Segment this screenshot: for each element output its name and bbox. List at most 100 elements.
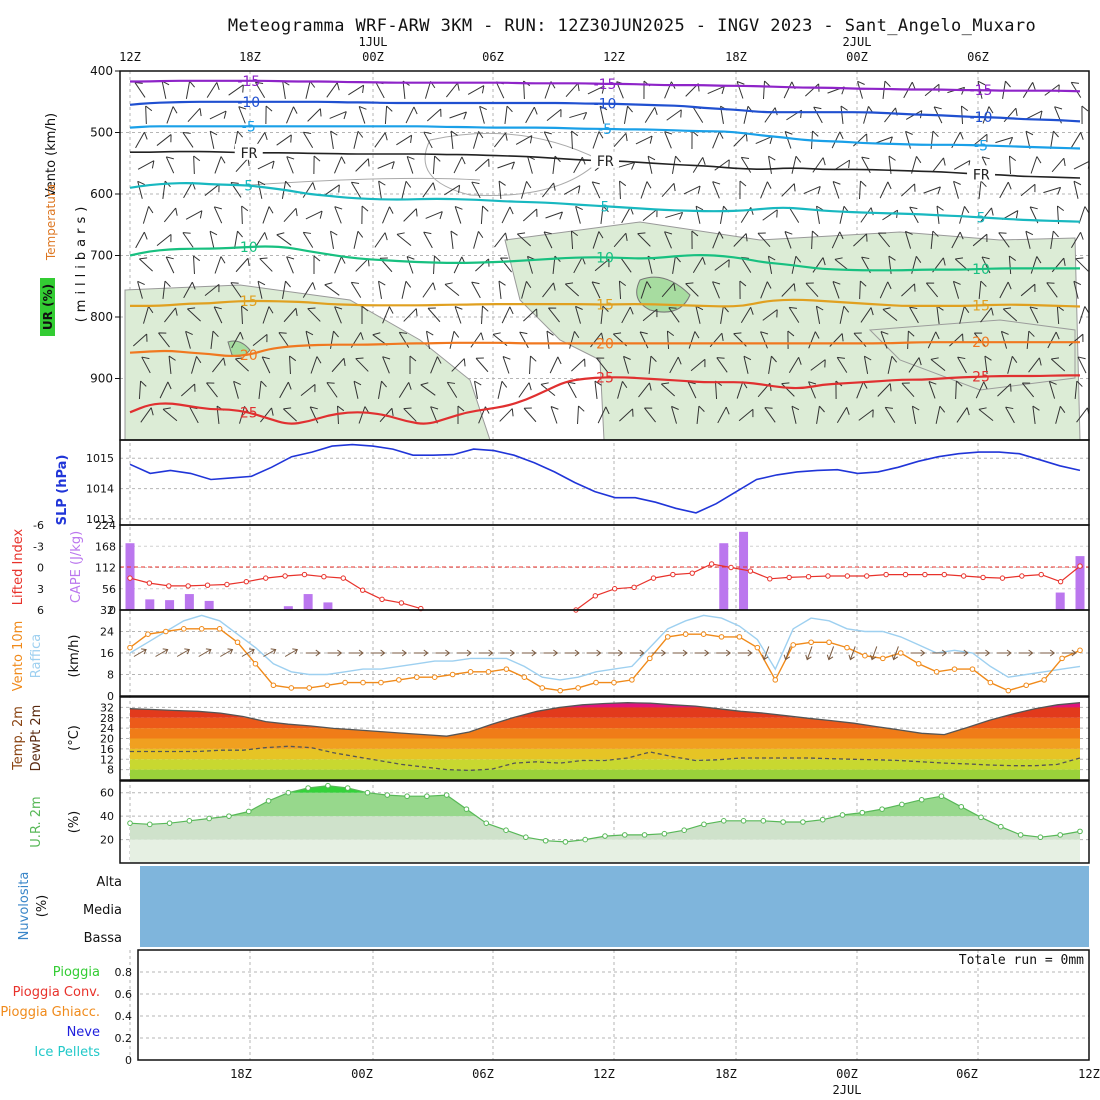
wind-barb — [564, 282, 580, 297]
wind-barb — [523, 308, 538, 322]
wind-barb — [740, 156, 752, 173]
precip-tick-label: 0.2 — [115, 1032, 133, 1045]
rh-tick-label: 20 — [100, 834, 114, 847]
wind-barb — [978, 280, 987, 300]
wind-barb — [982, 106, 994, 124]
wind-barb — [998, 232, 1010, 248]
wind-barb — [138, 380, 147, 400]
wind-barb — [803, 185, 821, 195]
wind-barb — [880, 331, 889, 349]
wind-barb — [231, 331, 244, 349]
wind-arrow — [737, 649, 753, 657]
cape-bar — [303, 594, 313, 610]
upper-rh-label: UR (%) — [41, 284, 55, 330]
wind-point — [897, 650, 904, 656]
wind-barb — [736, 81, 745, 99]
wind-barb — [972, 133, 988, 147]
wind-barb — [185, 330, 193, 349]
wind-barb — [187, 107, 202, 123]
wind-arrow — [1018, 649, 1034, 657]
isotherm-label: -10 — [970, 110, 993, 126]
wind-barb — [981, 256, 991, 274]
wind-barb — [494, 232, 508, 248]
wind-barb — [260, 407, 274, 423]
wind-point — [826, 639, 832, 646]
wind-arrow — [284, 648, 298, 657]
wind-barb — [377, 161, 395, 170]
wind-barb — [887, 355, 898, 374]
wind-barb — [594, 258, 610, 272]
wind-arrow — [327, 649, 343, 657]
wind-barb — [757, 232, 771, 248]
wind-barb — [523, 407, 537, 423]
wind-barb — [569, 331, 580, 349]
wind-point — [772, 677, 779, 683]
wind-barb — [467, 85, 485, 95]
wind-barb — [668, 307, 680, 323]
wind-barb — [261, 356, 271, 374]
temp-band — [130, 728, 1080, 739]
wind-barb — [233, 380, 241, 399]
wind-barb — [930, 130, 939, 150]
wind-barb — [430, 406, 439, 424]
wind-barb — [444, 184, 461, 196]
wind-barb — [162, 407, 178, 422]
wind-barb — [791, 155, 802, 174]
wind-barb — [283, 407, 297, 422]
wind-tick-label: 0 — [107, 690, 114, 703]
pressure-tick-label: 600 — [90, 187, 113, 201]
rh-point — [938, 793, 945, 800]
wind-barb — [355, 357, 369, 372]
wind-barb — [709, 332, 724, 348]
wind-barb — [984, 355, 992, 374]
wind-arrow — [241, 648, 255, 657]
isotherm-label-bg — [967, 165, 996, 182]
wind-barb — [569, 111, 588, 120]
wind-point — [521, 674, 528, 680]
dewpoint-line — [130, 745, 1081, 772]
wind-barb — [815, 305, 824, 324]
time-tick-top: 06Z — [967, 50, 989, 64]
wind-barb — [707, 85, 725, 95]
rh-point — [602, 833, 608, 839]
rh-point — [998, 823, 1004, 830]
rh-point — [1037, 834, 1044, 841]
wind-barb — [337, 405, 345, 425]
cloud-units-label: (%) — [35, 895, 50, 918]
wind-barb — [353, 380, 362, 399]
wind-barb — [592, 231, 604, 249]
wind-units-label: (km/h) — [67, 635, 82, 678]
li-point — [185, 583, 191, 589]
wind-barb — [259, 257, 273, 272]
cape-bar — [323, 602, 333, 610]
precip-total: Totale run = 0mm — [959, 953, 1084, 968]
isotherm-label: FR — [973, 167, 990, 183]
li-tick-label: 0 — [37, 562, 44, 575]
upper-units-label: (millibars) — [74, 202, 89, 323]
wind-barb — [692, 257, 706, 273]
wind-barb — [471, 181, 481, 199]
li-point — [166, 583, 172, 589]
wind-barb — [378, 180, 386, 199]
wind-barb — [1075, 257, 1089, 272]
isotherm-label: 15 — [240, 294, 258, 310]
wind-barb — [1025, 230, 1034, 249]
wind-barb — [1008, 255, 1016, 275]
wind-barb — [640, 181, 652, 199]
li-point — [243, 578, 250, 585]
wind-barb — [403, 407, 417, 422]
wind-barb — [132, 333, 148, 347]
wind-barb — [252, 333, 268, 347]
time-tick-bottom: 12Z — [1078, 1067, 1100, 1081]
wind-barb — [180, 383, 196, 397]
wind-barb — [257, 280, 266, 299]
rh-point — [819, 816, 826, 823]
wind-point — [539, 685, 546, 691]
wind-barb — [473, 231, 484, 249]
cape-bar — [204, 600, 214, 610]
rh-point — [523, 834, 529, 841]
wind-barb — [326, 382, 338, 398]
temp-tick-label: 16 — [100, 743, 114, 756]
temp-tick-label: 8 — [107, 764, 114, 777]
wind-barb — [358, 105, 367, 124]
